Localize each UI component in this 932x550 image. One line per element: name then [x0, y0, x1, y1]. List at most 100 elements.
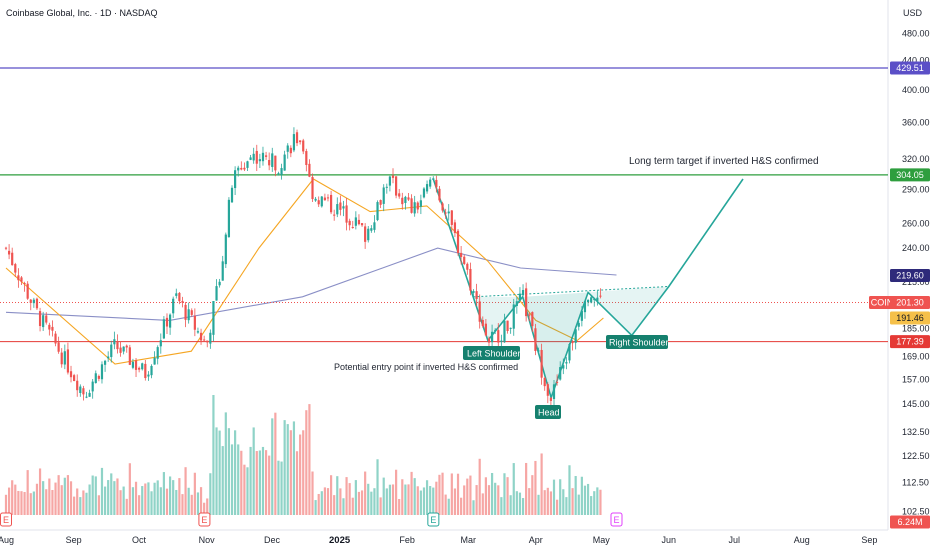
candle-body [246, 161, 249, 168]
y-axis-ticks: 480.00 440.00 400.00 360.00 320.00 290.00 260.… [902, 29, 930, 517]
candle-body [367, 228, 370, 241]
volume-bar [66, 475, 70, 515]
y-tick-label: 480.00 [902, 29, 930, 39]
candle-body [76, 380, 79, 391]
candle-body [283, 154, 286, 171]
x-tick-label: Apr [529, 535, 543, 545]
volume-bar [518, 492, 522, 515]
price-badge [890, 311, 930, 325]
volume-bar [141, 486, 144, 515]
candle-body [528, 314, 531, 316]
volume-bar [255, 451, 258, 515]
volume-bar [357, 491, 361, 515]
earnings-marker [610, 512, 623, 527]
candle-body [574, 329, 577, 343]
price-badge [869, 295, 895, 309]
candle-body [187, 309, 190, 321]
volume-bar [413, 478, 416, 515]
candle-body [14, 264, 17, 273]
candle-body [311, 176, 314, 200]
head-label[interactable]: Head [535, 405, 561, 419]
volume-bar [178, 478, 181, 515]
y-tick-label: 185.00 [902, 324, 930, 334]
candle-body [172, 298, 175, 314]
volume-bar [593, 491, 596, 515]
volume-bar [351, 497, 354, 515]
candle-body [299, 140, 302, 143]
candle-body [252, 153, 255, 161]
volume-bar [345, 477, 348, 515]
candle-body [268, 159, 271, 166]
volume-bar [215, 427, 218, 515]
candle-body [376, 202, 379, 221]
volume-bar [29, 493, 32, 515]
volume-bar [20, 491, 23, 515]
volume-bar [261, 446, 265, 515]
volume-bar [305, 410, 308, 515]
candle-body [131, 361, 135, 368]
candle-body [416, 202, 419, 210]
volume-bar [107, 480, 110, 515]
plot-area[interactable] [0, 0, 888, 530]
volume-bar [218, 430, 221, 515]
y-tick-label: 400.00 [902, 85, 930, 95]
volume-bar [299, 434, 302, 515]
right-shoulder-label[interactable]: Right Shoulder [606, 335, 669, 349]
volume-bar [577, 494, 580, 515]
volume-bar [323, 487, 326, 515]
price-badge-text: 219.60 [896, 271, 924, 281]
volume-bar [168, 476, 172, 515]
candle-body [360, 223, 364, 226]
candle-body [463, 256, 466, 264]
volume-bar [162, 472, 165, 515]
volume-bar [391, 484, 395, 515]
volume-bar [203, 502, 206, 515]
candle-body [97, 375, 100, 379]
candle-body [29, 299, 32, 303]
candle-body [586, 300, 590, 303]
volume-bar [48, 478, 51, 515]
candle-body [162, 319, 165, 339]
candle-body [42, 315, 45, 328]
candle-body [472, 291, 475, 293]
volume-bar [336, 476, 339, 515]
candle-body [466, 263, 469, 270]
earnings-marker-label: E [3, 515, 9, 525]
candle-body [54, 333, 57, 344]
candle-body [512, 304, 515, 329]
candle-body [261, 152, 265, 162]
volume-bar [333, 495, 336, 515]
candle-body [329, 194, 333, 213]
candle-body [218, 281, 221, 286]
chart-title: Coinbase Global, Inc. · 1D · NASDAQ [6, 8, 158, 18]
candle-body [215, 286, 218, 301]
price-badge [890, 269, 930, 283]
candle-body [7, 250, 11, 255]
candle-body [38, 311, 42, 327]
x-tick-label: Sep [861, 535, 877, 545]
volume-bar [122, 486, 125, 515]
candle-body [537, 350, 540, 352]
candle-body [184, 304, 187, 320]
target-annotation: Long term target if inverted H&S confirm… [629, 156, 819, 167]
candle-body [438, 188, 441, 201]
candle-body [419, 200, 422, 207]
candle-body [212, 301, 215, 335]
volume-bar [295, 451, 299, 515]
candle-body [119, 347, 122, 353]
volume-bar [240, 450, 243, 515]
volume-bar [91, 475, 94, 515]
volume-bar [54, 482, 57, 515]
neckline [473, 285, 669, 298]
volume-bar [559, 479, 562, 515]
y-tick-label: 215.00 [902, 277, 930, 287]
candle-body [302, 140, 305, 152]
x-tick-label: Feb [399, 535, 415, 545]
candle-body [373, 222, 376, 230]
candle-body [351, 227, 354, 229]
left-shoulder-label[interactable]: Left Shoulder [463, 346, 521, 360]
volume-bar [100, 467, 104, 515]
y-tick-label: 132.50 [902, 427, 930, 437]
volume-bar [506, 477, 509, 515]
